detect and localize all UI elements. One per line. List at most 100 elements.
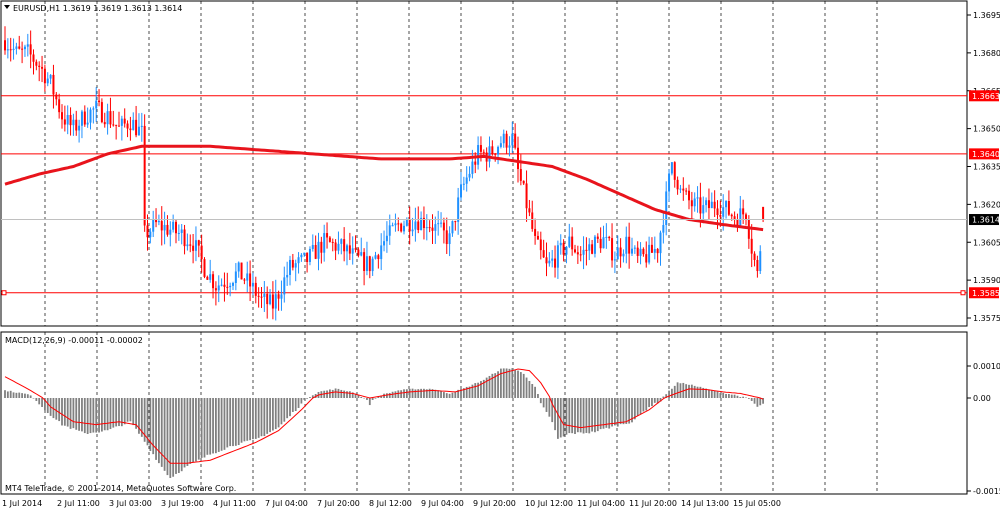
- macd-bar: [451, 392, 454, 398]
- candle-body: [152, 219, 155, 232]
- macd-bar: [465, 386, 468, 398]
- macd-bar: [505, 368, 508, 398]
- candle-body: [35, 61, 38, 66]
- candle-body: [49, 74, 52, 79]
- candle-body: [422, 217, 425, 229]
- symbol-header: EURUSD,H1 1.3619 1.3619 1.3613 1.3614: [13, 4, 182, 13]
- macd-bar: [223, 398, 226, 450]
- macd-bar: [354, 393, 357, 398]
- macd-bar: [252, 398, 254, 440]
- macd-bar: [289, 398, 291, 417]
- macd-bar: [554, 398, 556, 431]
- candle-body: [682, 188, 685, 191]
- candle-body: [155, 219, 158, 223]
- candle-body: [582, 249, 585, 255]
- price-panel-frame: [0, 0, 968, 327]
- macd-bar: [368, 398, 371, 406]
- macd-bar: [109, 398, 112, 430]
- macd-bar: [471, 384, 474, 398]
- price-tick-label: 1.3680: [973, 49, 1000, 58]
- macd-bar: [66, 398, 69, 427]
- triangle-down-icon[interactable]: [4, 5, 10, 9]
- macd-bar: [132, 398, 135, 426]
- macd-bar: [525, 377, 528, 398]
- candle-body: [283, 277, 286, 295]
- macd-bar: [21, 393, 23, 398]
- macd-bar: [306, 398, 308, 399]
- horizontal-levels[interactable]: [1, 95, 967, 296]
- candle-body: [109, 111, 112, 125]
- macd-bar: [380, 395, 383, 398]
- macd-bar: [269, 398, 271, 433]
- macd-bar: [286, 398, 289, 419]
- macd-bar: [645, 398, 648, 411]
- macd-bar: [705, 388, 707, 398]
- chart-header[interactable]: EURUSD,H1 1.3619 1.3619 1.3613 1.3614: [4, 4, 182, 13]
- macd-bar: [702, 387, 705, 398]
- candle-body: [149, 231, 152, 238]
- macd-bar: [357, 394, 360, 398]
- macd-bar: [72, 398, 75, 429]
- candle-body: [4, 40, 6, 51]
- macd-bar: [4, 390, 6, 398]
- candle-body: [271, 294, 274, 309]
- macd-bar: [203, 398, 206, 458]
- candle-body: [58, 99, 61, 113]
- candle-body: [194, 240, 197, 251]
- candle-body: [55, 94, 58, 100]
- candle-body: [719, 215, 722, 217]
- level-handle: [960, 290, 966, 296]
- candle-body: [531, 212, 534, 229]
- candle-body: [246, 273, 249, 281]
- candle-body: [733, 216, 736, 220]
- time-label: 7 Jul 04:00: [265, 499, 308, 508]
- candle-body: [277, 294, 280, 299]
- time-label: 4 Jul 11:00: [213, 499, 256, 508]
- candle-body: [668, 173, 671, 192]
- candle-body: [471, 161, 474, 174]
- candle-body: [688, 190, 690, 201]
- time-label: 2 Jul 11:00: [57, 499, 100, 508]
- candle-body: [676, 179, 679, 190]
- macd-bar: [522, 373, 525, 398]
- macd-bar: [591, 398, 593, 432]
- macd-bar: [642, 398, 645, 412]
- macd-bar: [75, 398, 78, 430]
- candle-body: [462, 183, 465, 185]
- candle-body: [539, 239, 542, 251]
- time-label: 10 Jul 12:00: [525, 499, 573, 508]
- candle-body: [21, 48, 24, 50]
- candle-body: [6, 49, 9, 51]
- macd-bar: [531, 383, 534, 398]
- candle-body: [545, 257, 548, 264]
- candle-body: [442, 222, 445, 231]
- candle-body: [115, 124, 118, 126]
- macd-bar: [192, 398, 194, 463]
- candle-body: [705, 200, 708, 206]
- macd-bar: [129, 398, 132, 422]
- candle-body: [611, 238, 614, 261]
- candle-body: [203, 259, 206, 277]
- macd-bar: [460, 389, 462, 398]
- candle-body: [593, 236, 596, 254]
- candle-body: [434, 224, 437, 231]
- macd-bar: [497, 371, 499, 398]
- macd-bar: [226, 398, 229, 448]
- level-label: 1.3640: [972, 150, 1000, 159]
- candle-body: [554, 258, 557, 268]
- macd-bar: [55, 398, 58, 420]
- macd-signal-line: [4, 368, 764, 464]
- candle-body: [354, 248, 357, 250]
- macd-bar: [511, 368, 514, 398]
- macd-bar: [294, 398, 297, 411]
- macd-tick-label: -0.00157: [973, 487, 1000, 496]
- macd-bar: [195, 398, 197, 462]
- candle-body: [214, 288, 217, 291]
- candle-body: [659, 232, 662, 254]
- macd-bar: [115, 398, 118, 427]
- level-label: 1.3663: [972, 92, 1000, 101]
- macd-bar: [713, 390, 716, 398]
- candle-body: [556, 245, 559, 268]
- macd-bar: [537, 393, 539, 398]
